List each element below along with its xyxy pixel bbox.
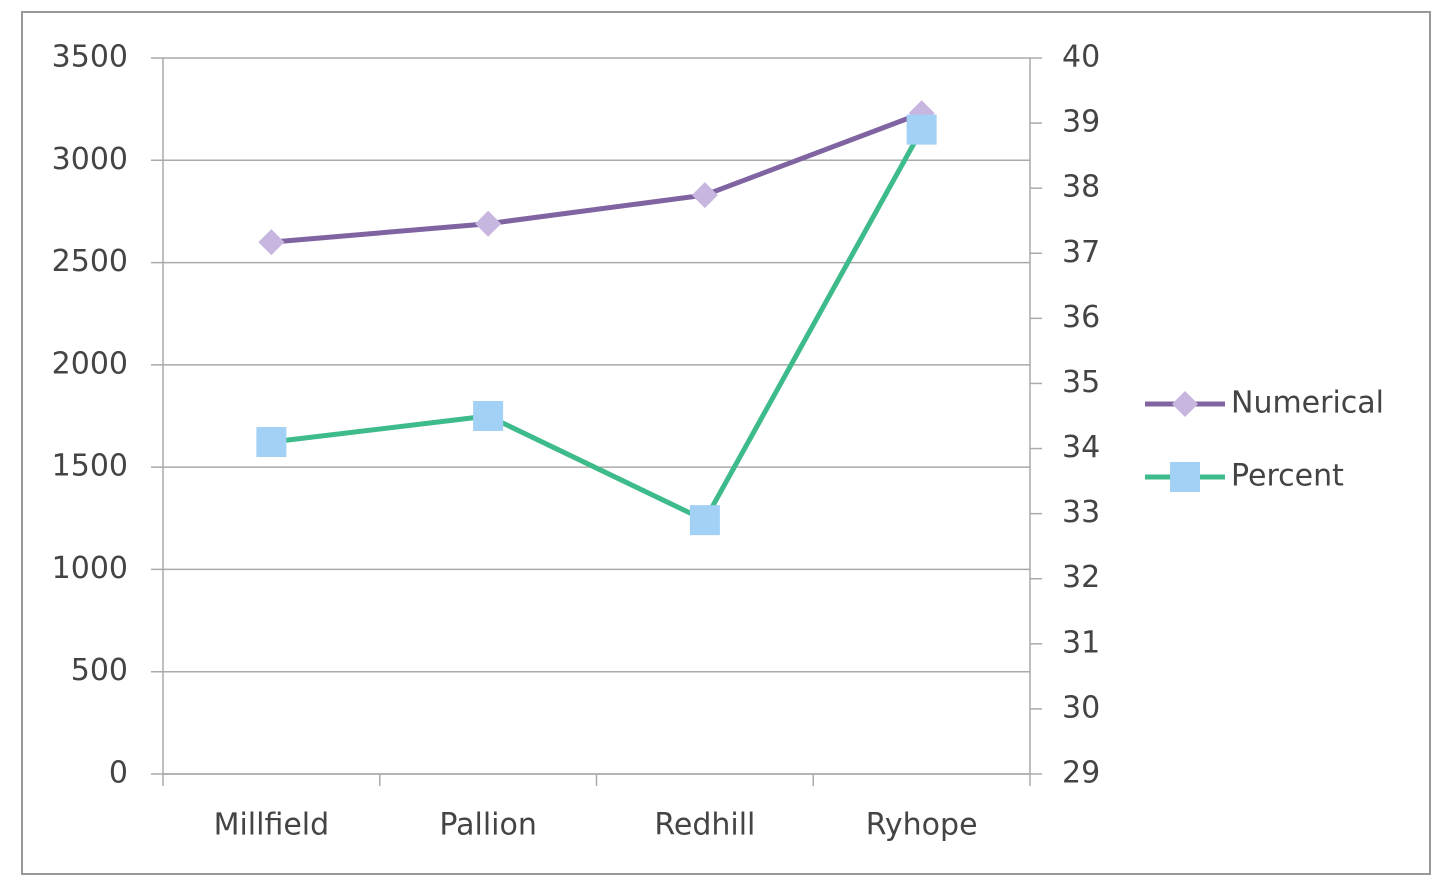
x-tick-label: Ryhope [866, 808, 978, 843]
y2-tick-label: 35 [1062, 365, 1100, 400]
y-tick-label: 1000 [52, 551, 128, 586]
y-tick-label: 3000 [52, 142, 128, 177]
y2-tick-label: 40 [1062, 40, 1100, 75]
x-tick-label: Pallion [439, 808, 537, 843]
legend-label: Numerical [1231, 386, 1384, 421]
data-point [691, 182, 718, 209]
y2-tick-label: 34 [1062, 430, 1100, 465]
legend-marker [1172, 391, 1198, 417]
y2-tick-label: 32 [1062, 560, 1100, 595]
y-tick-label: 0 [109, 756, 128, 791]
y2-tick-label: 31 [1062, 625, 1100, 660]
data-point [689, 505, 720, 536]
data-point [475, 210, 502, 237]
y-tick-label: 1500 [52, 449, 128, 484]
legend-label: Percent [1231, 459, 1344, 494]
y-tick-label: 3500 [52, 40, 128, 75]
y2-tick-label: 36 [1062, 300, 1100, 335]
x-tick-label: Redhill [654, 808, 755, 843]
y-tick-label: 2000 [52, 346, 128, 381]
y2-tick-label: 38 [1062, 170, 1100, 205]
x-tick-label: Millfield [214, 808, 330, 843]
y-tick-label: 500 [71, 653, 128, 688]
chart-border [21, 11, 1431, 875]
series-line [271, 110, 923, 245]
y2-tick-label: 30 [1062, 690, 1100, 725]
data-point [258, 229, 285, 256]
legend-marker [1170, 462, 1200, 492]
data-point [906, 114, 937, 145]
series-line [271, 128, 924, 524]
y2-tick-label: 33 [1062, 495, 1100, 530]
y-tick-label: 2500 [52, 244, 128, 279]
y2-tick-label: 29 [1062, 756, 1100, 791]
y2-tick-label: 39 [1062, 105, 1100, 140]
data-point [473, 401, 504, 431]
data-point [256, 427, 287, 458]
y2-tick-label: 37 [1062, 235, 1100, 270]
